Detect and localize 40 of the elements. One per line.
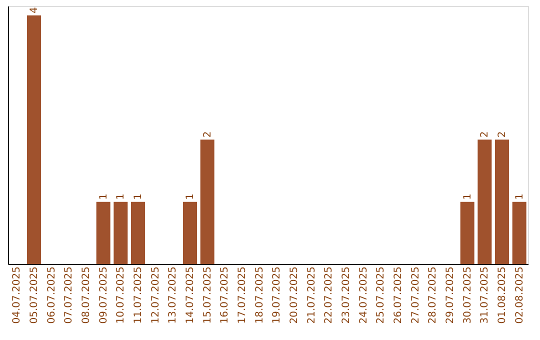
x-tick-label: 22.07.2025 — [324, 266, 335, 324]
x-tick-label: 11.07.2025 — [133, 266, 144, 324]
data-label: 2 — [202, 131, 214, 138]
x-tick-label: 09.07.2025 — [98, 266, 110, 324]
x-tick-label: 13.07.2025 — [168, 266, 179, 324]
x-tick-label: 19.07.2025 — [272, 266, 283, 324]
x-tick-label: 21.07.2025 — [306, 266, 318, 324]
x-tick-label: 08.07.2025 — [81, 266, 92, 324]
x-tick-label: 04.07.2025 — [12, 266, 23, 324]
x-tick-label: 20.07.2025 — [289, 266, 300, 324]
x-tick-label: 01.08.2025 — [497, 266, 508, 324]
x-tick-label: 10.07.2025 — [116, 266, 127, 324]
x-tick-label: 17.07.2025 — [237, 266, 248, 324]
x-tick-label: 07.07.2025 — [64, 266, 75, 324]
x-tick-label: 14.07.2025 — [185, 266, 196, 324]
x-tick-label: 30.07.2025 — [462, 266, 474, 324]
x-tick-label: 05.07.2025 — [29, 266, 40, 324]
data-label: 1 — [98, 193, 110, 200]
x-tick-label: 27.07.2025 — [410, 266, 422, 324]
x-tick-label: 25.07.2025 — [376, 266, 387, 324]
x-tick-label: 06.07.2025 — [46, 266, 58, 324]
data-label: 1 — [116, 193, 127, 200]
data-label: 1 — [462, 193, 474, 200]
data-label: 2 — [480, 131, 491, 138]
x-tick-label: 12.07.2025 — [150, 266, 162, 324]
x-tick-label: 24.07.2025 — [358, 266, 370, 324]
x-tick-label: 23.07.2025 — [341, 266, 352, 324]
data-label: 4 — [29, 6, 40, 14]
x-tick-label: 18.07.2025 — [254, 266, 266, 324]
data-label: 2 — [497, 131, 508, 138]
x-tick-label: 02.08.2025 — [514, 266, 526, 324]
data-label: 1 — [185, 193, 196, 200]
x-tick-label: 28.07.2025 — [428, 266, 439, 324]
x-tick-label: 29.07.2025 — [445, 266, 456, 324]
data-label: 1 — [514, 193, 526, 200]
x-tick-label: 26.07.2025 — [393, 266, 404, 324]
x-tick-label: 15.07.2025 — [202, 266, 214, 324]
x-tick-label: 16.07.2025 — [220, 266, 231, 324]
data-label: 1 — [133, 193, 144, 200]
x-tick-label: 31.07.2025 — [480, 266, 491, 324]
